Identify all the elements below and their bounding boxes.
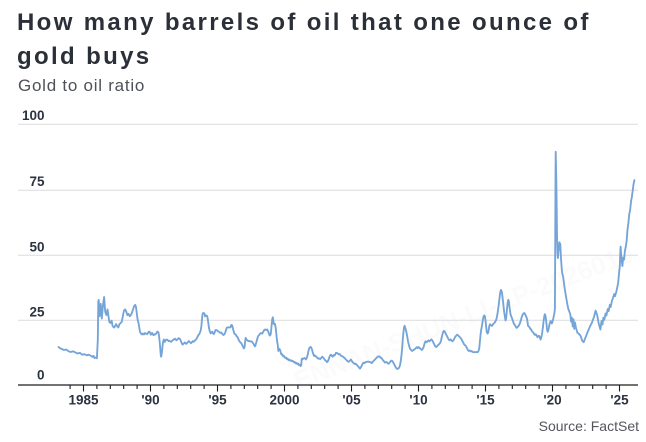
svg-text:75: 75 bbox=[29, 174, 45, 189]
svg-text:0: 0 bbox=[37, 368, 45, 383]
svg-text:'15: '15 bbox=[476, 393, 495, 408]
svg-text:100: 100 bbox=[22, 108, 45, 123]
svg-text:'05: '05 bbox=[342, 393, 361, 408]
svg-text:ENNAN-SHUN-LI-AP-2026010: ENNAN-SHUN-LI-AP-2026010 bbox=[289, 238, 637, 395]
svg-text:'20: '20 bbox=[543, 393, 561, 408]
svg-text:'95: '95 bbox=[208, 393, 227, 408]
svg-text:1985: 1985 bbox=[68, 393, 99, 408]
svg-text:'10: '10 bbox=[409, 393, 427, 408]
svg-text:25: 25 bbox=[29, 304, 45, 319]
svg-text:50: 50 bbox=[29, 239, 44, 254]
svg-text:'25: '25 bbox=[610, 393, 629, 408]
svg-text:2000: 2000 bbox=[269, 393, 299, 408]
svg-text:'90: '90 bbox=[141, 393, 159, 408]
